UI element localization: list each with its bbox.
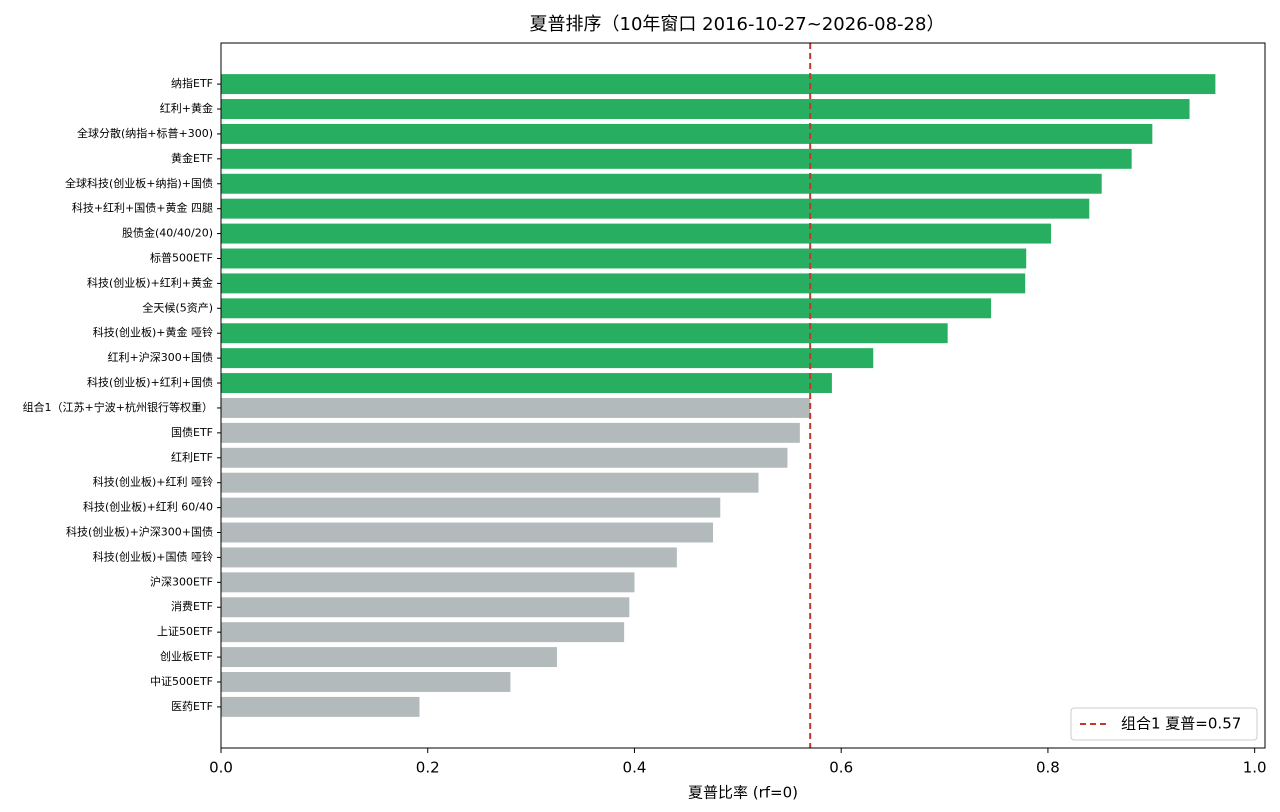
bar [221, 497, 721, 518]
bar [221, 597, 630, 618]
y-tick-label: 标普500ETF [150, 250, 213, 264]
y-tick-label: 黄金ETF [171, 151, 213, 165]
y-tick-label: 消费ETF [171, 599, 213, 613]
bar [221, 248, 1027, 269]
y-tick-label: 医药ETF [171, 700, 213, 713]
bar [221, 223, 1052, 244]
x-tick-label: 0.2 [416, 759, 440, 777]
y-tick-label: 中证500ETF [150, 675, 213, 688]
y-tick-label: 国债ETF [171, 425, 213, 439]
x-tick-label: 0.4 [623, 759, 647, 777]
y-tick-label: 全球科技(创业板+纳指)+国债 [65, 176, 213, 190]
y-tick-label: 红利ETF [171, 451, 213, 464]
y-tick-label: 纳指ETF [171, 76, 213, 90]
x-tick-label: 0.8 [1036, 759, 1060, 777]
bar [221, 74, 1216, 95]
y-tick-label: 科技(创业板)+红利+黄金 [87, 275, 213, 289]
bar [221, 397, 811, 418]
y-tick-label: 创业板ETF [160, 649, 213, 663]
y-tick-label: 股债金(40/40/20) [122, 226, 213, 240]
legend-label: 组合1 夏普=0.57 [1121, 715, 1241, 733]
x-tick-label: 0.6 [829, 759, 853, 777]
legend-box [1070, 707, 1258, 741]
bar [221, 696, 420, 717]
x-tick-label: 1.0 [1243, 759, 1267, 777]
bar [221, 672, 511, 692]
bar [221, 148, 1132, 169]
bar [221, 622, 625, 643]
bar [221, 472, 759, 493]
bar [221, 273, 1026, 294]
y-tick-label: 科技(创业板)+国债 哑铃 [93, 549, 213, 563]
y-tick-label: 科技(创业板)+红利 哑铃 [93, 475, 213, 489]
bar [221, 348, 874, 369]
bar [221, 522, 714, 543]
y-tick-label: 科技+红利+国债+黄金 四腿 [72, 201, 213, 215]
y-tick-label: 科技(创业板)+红利 60/40 [83, 500, 213, 514]
y-tick-label: 科技(创业板)+红利+国债 [87, 375, 213, 389]
axes-frame [220, 42, 1266, 749]
y-tick-label: 组合1（江苏+宁波+杭州银行等权重） [23, 400, 213, 414]
bar [221, 123, 1153, 144]
y-tick-label: 全球分散(纳指+标普+300) [77, 126, 213, 140]
bar [221, 99, 1190, 119]
bar [221, 323, 948, 344]
y-tick-label: 上证50ETF [157, 625, 213, 638]
y-tick-label: 全天候(5资产) [142, 300, 213, 314]
bar [221, 572, 635, 593]
bar [221, 298, 992, 319]
bar [221, 647, 557, 668]
y-tick-label: 科技(创业板)+黄金 哑铃 [93, 325, 213, 339]
x-tick-label: 0.0 [209, 759, 233, 777]
bar [221, 447, 788, 468]
y-tick-label: 沪深300ETF [150, 574, 213, 588]
chart-title: 夏普排序（10年窗口 2016-10-27~2026-08-28） [530, 14, 945, 35]
y-tick-label: 红利+沪深300+国债 [108, 350, 213, 364]
bar [221, 373, 832, 394]
y-tick-label: 红利+黄金 [160, 101, 213, 115]
y-tick-label: 科技(创业板)+沪深300+国债 [66, 525, 213, 539]
bar [221, 547, 677, 568]
bar [221, 198, 1090, 219]
x-axis-label: 夏普比率 (rf=0) [688, 784, 798, 802]
bar [221, 422, 800, 443]
bar [221, 173, 1102, 194]
